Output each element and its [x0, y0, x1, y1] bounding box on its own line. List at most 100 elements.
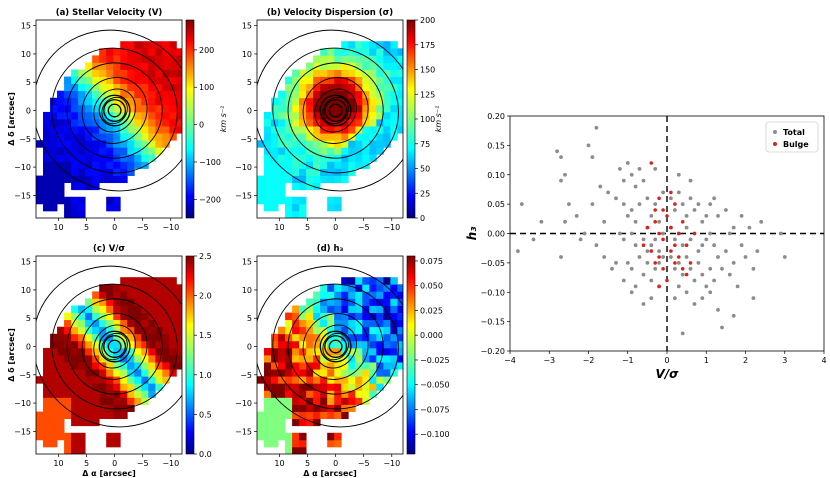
map-pixel	[383, 140, 391, 148]
map-pixel	[271, 376, 279, 384]
colorbar-tick-label: 50	[420, 165, 430, 174]
y-tick-label: −10	[235, 163, 252, 172]
map-pixel	[383, 48, 391, 56]
map-pixel	[327, 147, 335, 155]
total-point	[621, 178, 626, 183]
map-pixel	[292, 376, 300, 384]
map-pixel	[71, 326, 79, 335]
map-pixel	[64, 362, 72, 370]
map-pixel	[390, 347, 398, 356]
map-pixel	[71, 397, 79, 405]
y-tick-label: −15	[14, 427, 31, 436]
map-pixel	[369, 126, 377, 134]
map-pixel	[369, 326, 377, 335]
colorbar-tick-label: 25	[420, 189, 430, 198]
map-pixel	[92, 319, 100, 328]
y-tick-label: 5	[247, 78, 252, 87]
map-pixel	[57, 175, 65, 184]
total-point	[704, 284, 709, 289]
map-pixel	[57, 140, 65, 148]
map-pixel	[285, 154, 293, 162]
map-pixel	[176, 340, 182, 349]
map-pixel	[369, 383, 377, 391]
map-pixel	[99, 355, 107, 363]
contour-line	[302, 313, 369, 380]
map-pixel	[285, 203, 293, 212]
map-pixel	[313, 175, 321, 184]
map-pixel	[85, 111, 93, 120]
map-pixel	[348, 319, 356, 328]
map-pixel	[320, 305, 328, 313]
map-pixel	[64, 439, 72, 448]
map-pixel	[64, 347, 72, 356]
map-pixel	[43, 140, 51, 148]
map-pixel	[127, 312, 135, 321]
map-pixel	[369, 333, 377, 342]
map-pixel	[306, 76, 314, 85]
map-pixel	[113, 133, 121, 141]
contour-core	[319, 94, 352, 127]
map-pixel	[50, 147, 58, 155]
map-pixel	[369, 104, 377, 113]
map-pixel	[120, 333, 128, 342]
map-pixel	[383, 55, 391, 63]
map-pixel	[78, 369, 86, 377]
map-pixel	[78, 69, 86, 77]
map-pixel	[113, 97, 121, 106]
map-pixel	[92, 55, 100, 63]
map-pixel	[383, 69, 391, 77]
total-point	[673, 208, 677, 212]
map-pixel	[50, 390, 58, 398]
map-pixel	[390, 119, 398, 127]
map-pixel	[278, 154, 286, 162]
total-point	[692, 278, 697, 283]
map-pixel	[50, 126, 58, 134]
total-point	[661, 255, 665, 259]
map-pixel	[141, 298, 149, 306]
map-pixel	[85, 319, 93, 328]
map-pixel	[362, 369, 370, 377]
map-pixel	[71, 319, 79, 328]
contour-line	[272, 47, 399, 174]
map-pixel	[292, 147, 300, 155]
map-pixel	[320, 48, 328, 56]
total-point	[618, 167, 622, 171]
contour-line	[36, 29, 182, 192]
map-pixel	[292, 439, 300, 448]
map-pixel	[369, 41, 377, 49]
map-pixel	[285, 76, 293, 85]
map-pixel	[127, 362, 135, 370]
map-pixel	[85, 97, 93, 106]
map-pixel	[57, 126, 65, 134]
map-pixel	[106, 362, 114, 370]
map-pixel	[176, 83, 182, 92]
map-pixel	[278, 111, 286, 120]
map-pixel	[148, 326, 156, 335]
map-pixel	[313, 312, 321, 321]
bulge-point	[680, 220, 685, 224]
map-pixel	[148, 41, 156, 49]
contour-line	[287, 62, 384, 159]
map-pixel	[383, 340, 391, 349]
map-pixel	[334, 298, 342, 306]
map-pixel	[148, 90, 156, 99]
map-pixel	[85, 161, 93, 169]
map-pixel	[320, 83, 328, 92]
map-pixel	[278, 196, 286, 205]
bulge-point	[684, 243, 689, 247]
map-pixel	[120, 298, 128, 306]
map-pixel	[278, 189, 286, 198]
total-point	[567, 202, 571, 207]
map-pixel	[120, 97, 128, 106]
map-pixel	[327, 376, 335, 384]
total-point	[657, 261, 661, 265]
map-pixel	[327, 175, 335, 184]
map-pixel	[57, 182, 65, 191]
total-point	[555, 149, 559, 154]
map-pixel	[306, 397, 314, 405]
total-point	[739, 243, 744, 248]
total-point	[653, 202, 658, 207]
colorbar	[185, 255, 195, 455]
map-pixel	[141, 284, 149, 292]
